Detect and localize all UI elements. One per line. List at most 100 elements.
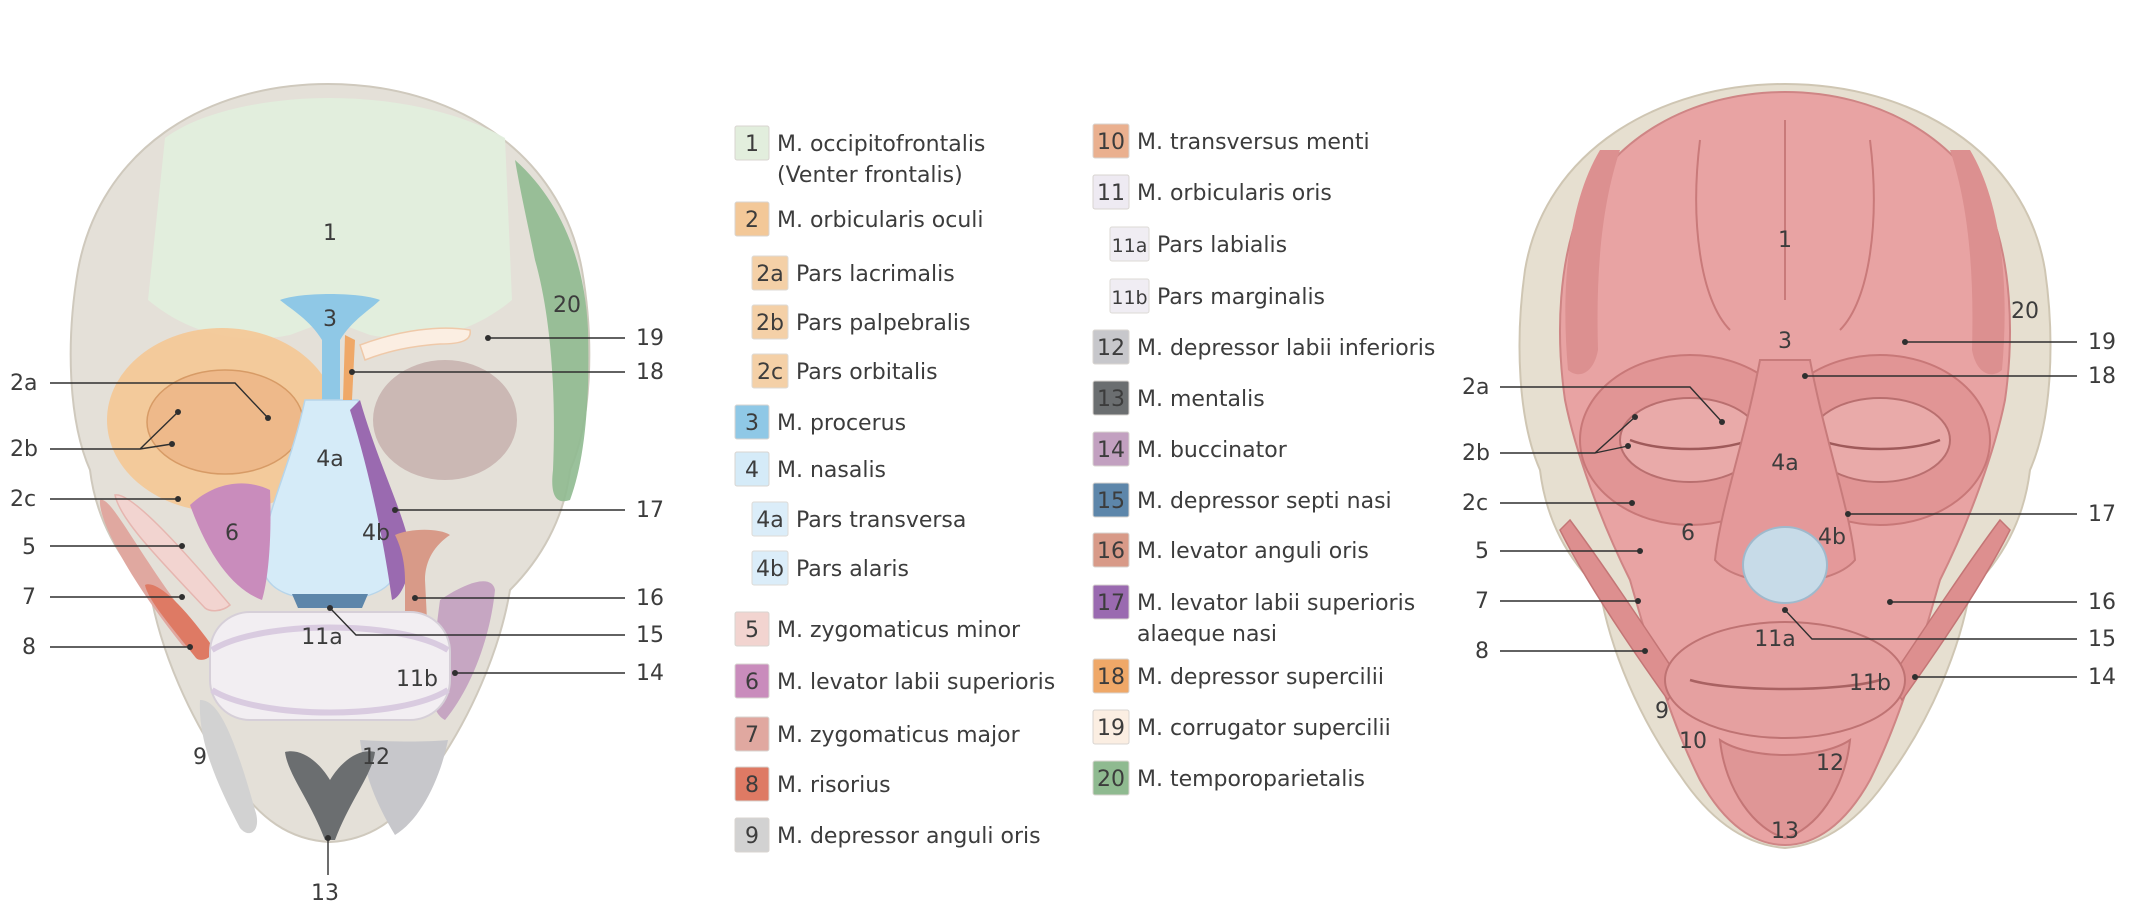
muscle-19-shape: [359, 327, 471, 361]
chin-shape: [1718, 737, 1852, 840]
legend-badge-20: 20: [1097, 767, 1125, 792]
legend-badge-2b: 2b: [756, 311, 784, 336]
r-leader-15: [1784, 609, 2077, 640]
legend-item-12: 12 M. depressor labii inferioris: [1092, 329, 1435, 365]
r-leader-dot-2b-2: [1625, 443, 1631, 449]
legend-swatch-12: [1092, 329, 1130, 365]
teeth-shape: [209, 611, 451, 721]
legend-label-8: M. risorius: [777, 773, 891, 798]
callout-16: 16: [636, 586, 664, 611]
legend-badge-14: 14: [1097, 438, 1125, 463]
leader-2b: [50, 411, 179, 450]
r-leader-dot-8: [1642, 648, 1648, 654]
legend-label-17: M. levator labii superioris: [1137, 591, 1415, 616]
legend-label-11a: Pars labialis: [1157, 233, 1287, 258]
legend-label-2a: Pars lacrimalis: [796, 262, 955, 287]
leader-dot-16: [412, 595, 418, 601]
r-label-4b: 4b: [1818, 525, 1846, 550]
legend-label-20: M. temporoparietalis: [1137, 767, 1365, 792]
legend-label-18: M. depressor supercilii: [1137, 665, 1384, 690]
legend-badge-8: 8: [745, 773, 759, 798]
legend-label-17-line2: alaeque nasi: [1137, 622, 1277, 647]
legend-badge-7: 7: [745, 723, 759, 748]
legend-label-7: M. zygomaticus major: [777, 723, 1021, 748]
legend-badge-11b: 11b: [1111, 287, 1147, 309]
legend-swatch-2c: [751, 353, 789, 389]
legend-label-14: M. buccinator: [1137, 438, 1288, 463]
label-9: 9: [193, 745, 207, 770]
cheek-right-shape: [1889, 518, 2011, 702]
legend-item-11b: 11b Pars marginalis: [1109, 278, 1325, 314]
leader-dot-2a: [265, 415, 271, 421]
callout-2a: 2a: [10, 371, 37, 396]
legend-item-7: 7 M. zygomaticus major: [734, 716, 1021, 752]
r-callout-2b: 2b: [1462, 441, 1490, 466]
r-label-20: 20: [2011, 299, 2039, 324]
nostril-shape: [1742, 526, 1828, 604]
legend-badge-6: 6: [745, 670, 759, 695]
leader-dot-7: [179, 594, 185, 600]
r-label-11a: 11a: [1754, 627, 1795, 652]
muscle-5-shape: [114, 494, 232, 612]
legend-label-3: M. procerus: [777, 411, 906, 436]
callout-17: 17: [636, 498, 664, 523]
muscle-15-shape: [292, 594, 368, 608]
legend-swatch-4: [734, 451, 770, 487]
legend-swatch-3: [734, 404, 770, 440]
legend-swatch-6: [734, 663, 770, 699]
leader-dot-8: [187, 644, 193, 650]
legend-swatch-4b: [751, 550, 789, 586]
r-leader-dot-2c: [1629, 500, 1635, 506]
leader-dot-5: [179, 543, 185, 549]
legend-item-18: 18 M. depressor supercilii: [1092, 658, 1384, 694]
legend-label-1: M. occipitofrontalis: [777, 132, 985, 157]
legend-item-19: 19 M. corrugator supercilii: [1092, 709, 1391, 745]
legend-swatch-15: [1092, 482, 1130, 518]
legend-badge-10: 10: [1097, 130, 1125, 155]
leader-dot-2c: [175, 496, 181, 502]
legend-item-6: 6 M. levator labii superioris: [734, 663, 1055, 699]
r-leader-dot-2a: [1719, 419, 1725, 425]
legend-item-8: 8 M. risorius: [734, 766, 891, 802]
legend-item-11: 11 M. orbicularis oris: [1092, 174, 1332, 210]
callout-8: 8: [22, 635, 36, 660]
legend-badge-3: 3: [745, 411, 759, 436]
legend-badge-13: 13: [1097, 387, 1125, 412]
legend-item-10: 10 M. transversus menti: [1092, 123, 1370, 159]
legend-swatch-8: [734, 766, 770, 802]
legend-label-15: M. depressor septi nasi: [1137, 489, 1392, 514]
muscle-1-shape: [148, 98, 512, 339]
label-4a: 4a: [316, 447, 343, 472]
legend-swatch-14: [1092, 431, 1130, 467]
label-12: 12: [362, 745, 390, 770]
r-label-1: 1: [1778, 228, 1792, 253]
legend-label-2c: Pars orbitalis: [796, 360, 938, 385]
leader-dot-17: [392, 507, 398, 513]
legend-badge-16: 16: [1097, 539, 1125, 564]
temporal-right-shape: [1950, 150, 2005, 375]
legend-label-2: M. orbicularis oculi: [777, 208, 984, 233]
lips-line-shape: [1689, 678, 1881, 691]
r-label-9: 9: [1655, 699, 1669, 724]
r-label-10: 10: [1679, 729, 1707, 754]
callout-2c: 2c: [10, 487, 36, 512]
legend-label-19: M. corrugator supercilii: [1137, 716, 1391, 741]
legend-swatch-2: [734, 201, 770, 237]
legend-item-17: 17 M. levator labii superioris alaeque nas…: [1092, 584, 1415, 647]
legend-label-5: M. zygomaticus minor: [777, 618, 1021, 643]
label-11a: 11a: [301, 625, 342, 650]
legend-swatch-11: [1092, 174, 1130, 210]
muscle-11-shape: [210, 624, 450, 716]
legend-label-9: M. depressor anguli oris: [777, 824, 1041, 849]
legend-badge-4: 4: [745, 458, 759, 483]
right-eye-slit-shape: [1819, 438, 1941, 451]
legend-swatch-4a: [751, 501, 789, 537]
legend-item-16: 16 M. levator anguli oris: [1092, 532, 1369, 568]
legend-item-5: 5 M. zygomaticus minor: [734, 611, 1021, 647]
leader-15: [329, 607, 625, 636]
temporal-left-shape: [1565, 150, 1620, 375]
leader-dot-2b: [175, 409, 181, 415]
leader-dot-19: [485, 335, 491, 341]
muscle-6-shape: [190, 483, 271, 600]
